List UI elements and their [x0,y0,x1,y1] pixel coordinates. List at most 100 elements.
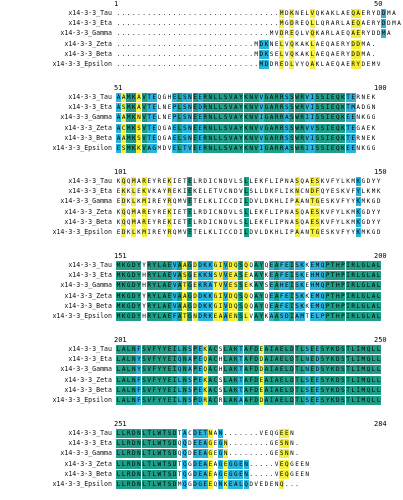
conservation-shade [258,375,264,385]
residue: R [202,93,208,102]
residue-letter: S [315,218,320,226]
residue: Q [365,385,371,395]
conservation-shade [289,60,295,69]
residue: D [269,60,275,69]
residue-letter: V [254,229,259,236]
residue-letter: E [269,282,274,290]
residue: I [218,261,224,270]
conservation-shade [314,103,320,113]
conservation-shade [279,449,285,459]
residue: L [218,113,224,123]
conservation-shade [330,60,336,69]
conservation-shade [141,207,147,217]
residue: D [131,271,137,281]
residue: K [233,375,239,385]
conservation-shade [223,228,229,237]
residue: E [279,345,285,354]
residue: S [304,396,310,405]
residue-letter: K [208,302,213,310]
residue-letter: A [162,302,167,310]
residue: N [207,113,213,123]
residue-letter: L [126,397,131,404]
residue-letter: A [274,346,279,353]
alignment-gap: . [187,19,192,28]
residue-letter: . [177,50,182,58]
residue-letter: N [249,124,253,132]
residue: L [350,345,356,354]
conservation-shade [371,396,377,405]
conservation-shade [365,355,371,365]
residue: F [340,228,346,237]
conservation-shade [146,144,152,153]
residue-letter: I [208,218,213,226]
conservation-shade [228,396,234,405]
residue-letter: M [126,114,131,122]
conservation-shade [121,291,127,301]
residue-letter: . [213,20,218,28]
residue: E [360,9,366,18]
conservation-shade [279,312,285,321]
residue-letter: I [290,262,294,269]
residue-letter: Y [356,188,361,196]
residue-letter: D [121,229,126,236]
residue: E [192,103,198,113]
residue-letter: L [285,356,289,364]
residue-letter: L [177,145,182,152]
residue-letter: Y [152,292,157,300]
residue: K [371,133,377,143]
conservation-shade [320,123,326,133]
residue: D [161,144,167,153]
residue-letter: G [126,272,131,280]
residue-letter: D [361,104,366,112]
conservation-shade [376,60,382,69]
residue: L [223,396,229,405]
residue-letter: A [269,145,274,152]
residue: R [299,123,305,133]
conservation-shade [207,312,213,321]
residue-letter: Y [152,262,157,269]
residue: L [243,197,249,207]
conservation-shade [151,133,157,143]
residue-letter: L [376,386,381,394]
residue: D [335,385,341,395]
conservation-shade [371,144,377,153]
conservation-shade [269,385,275,395]
residue: N [304,197,310,207]
alignment-gap: . [136,60,141,69]
sequence-label: x14-3-3_Gamma [60,197,112,206]
alignment-gap: . [121,9,126,18]
residue: M [177,197,183,207]
residue: K [167,217,173,227]
alignment-gap: . [162,60,167,69]
conservation-shade [263,355,269,365]
conservation-shade [197,345,203,354]
conservation-shade [304,396,310,405]
residue-letter: . [142,61,146,68]
conservation-shade [243,113,249,123]
residue-letter: E [193,272,197,280]
residue: I [345,261,351,270]
residue: C [212,345,218,354]
conservation-shade [376,9,382,18]
residue-letter: E [172,124,177,132]
conservation-shade [192,228,198,237]
residue: I [207,207,213,217]
residue: G [314,197,320,207]
residue: S [294,217,300,227]
alignment-gap: . [228,19,233,28]
alignment-gap: . [177,9,182,18]
alignment-gap: . [295,439,300,448]
residue-letter: T [177,460,182,468]
residue-letter: Y [137,272,141,280]
conservation-shade [202,197,208,207]
residue: E [320,197,326,207]
conservation-shade [376,177,382,186]
residue-letter: A [177,282,182,290]
residue-letter: M [177,198,182,206]
residue: E [350,144,356,153]
conservation-shade [161,133,167,143]
conservation-shade [376,187,382,197]
residue: K [330,228,336,237]
conservation-shade [274,281,280,291]
residue: D [263,228,269,237]
